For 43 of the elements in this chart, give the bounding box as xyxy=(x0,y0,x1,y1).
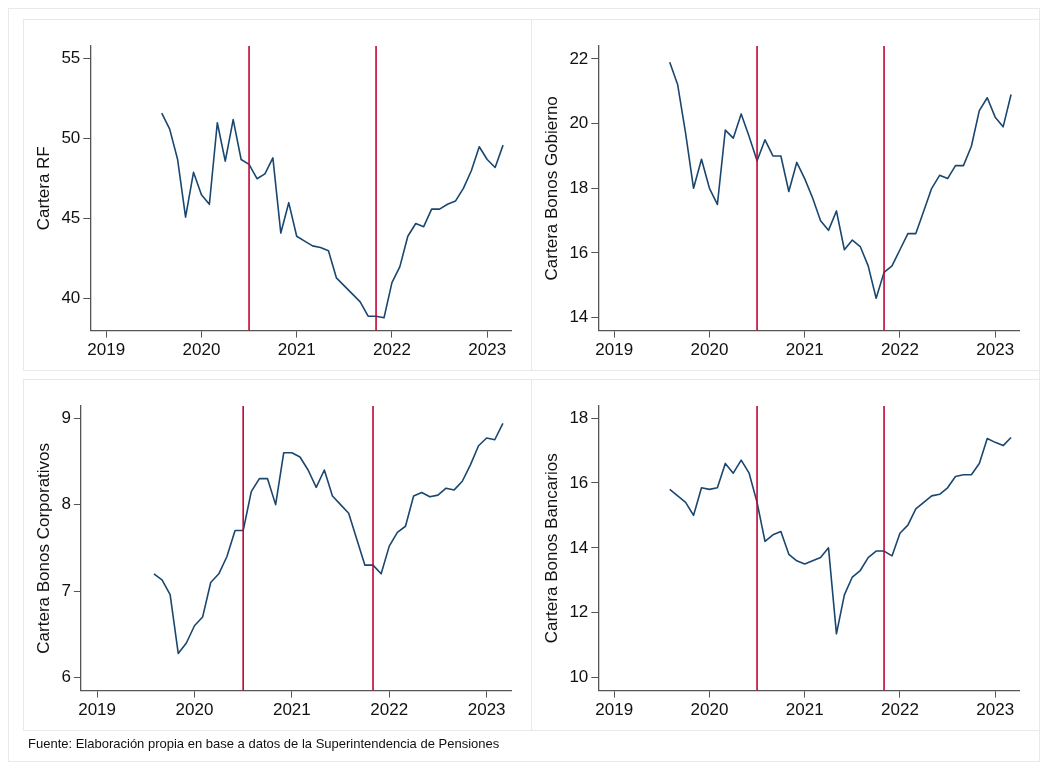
x-tick-label: 2023 xyxy=(468,340,507,360)
y-tick-label: 14 xyxy=(569,307,589,327)
y-tick-label: 22 xyxy=(569,48,589,68)
y-tick-label: 16 xyxy=(569,242,589,262)
y-tick-label: 40 xyxy=(61,288,81,308)
x-tick-label: 2023 xyxy=(467,700,506,720)
x-tick-label: 2020 xyxy=(690,340,729,360)
x-tick-label: 2022 xyxy=(370,700,409,720)
x-tick-label: 2021 xyxy=(272,700,311,720)
y-tick-label: 12 xyxy=(569,602,589,622)
y-tick-label: 50 xyxy=(61,128,81,148)
y-tick-label: 10 xyxy=(569,667,589,687)
y-tick-label: 9 xyxy=(61,407,71,427)
x-tick-label: 2022 xyxy=(881,700,919,720)
y-tick-label: 8 xyxy=(61,494,71,514)
y-tick-label: 20 xyxy=(569,113,589,133)
y-tick-label: 16 xyxy=(569,472,589,492)
y-tick-label: 55 xyxy=(61,48,81,68)
x-tick-label: 2023 xyxy=(976,700,1015,720)
x-tick-label: 2019 xyxy=(595,700,634,720)
y-axis-title: Cartera Bonos Corporativos xyxy=(33,442,53,654)
y-tick-label: 18 xyxy=(569,407,589,427)
y-axis-title: Cartera Bonos Gobierno xyxy=(541,96,561,281)
x-tick-label: 2023 xyxy=(976,340,1015,360)
x-tick-label: 2019 xyxy=(78,700,116,720)
y-tick-label: 7 xyxy=(61,580,71,600)
x-tick-label: 2021 xyxy=(785,340,824,360)
x-tick-label: 2019 xyxy=(87,340,126,360)
y-axis-title: Cartera Bonos Bancarios xyxy=(541,453,561,644)
y-tick-label: 14 xyxy=(569,537,589,557)
x-tick-label: 2020 xyxy=(182,340,221,360)
x-tick-label: 2021 xyxy=(277,340,316,360)
x-tick-label: 2022 xyxy=(373,340,411,360)
x-tick-label: 2019 xyxy=(595,340,634,360)
y-tick-label: 45 xyxy=(61,208,81,228)
x-tick-label: 2022 xyxy=(881,340,919,360)
source-note: Fuente: Elaboración propia en base a datos de la Superintendencia de Pensiones xyxy=(28,736,500,751)
x-tick-label: 2021 xyxy=(785,700,824,720)
y-tick-label: 18 xyxy=(569,177,589,197)
x-tick-label: 2020 xyxy=(690,700,729,720)
y-axis-title: Cartera RF xyxy=(33,146,53,231)
y-tick-label: 6 xyxy=(61,667,71,687)
x-tick-label: 2020 xyxy=(175,700,214,720)
